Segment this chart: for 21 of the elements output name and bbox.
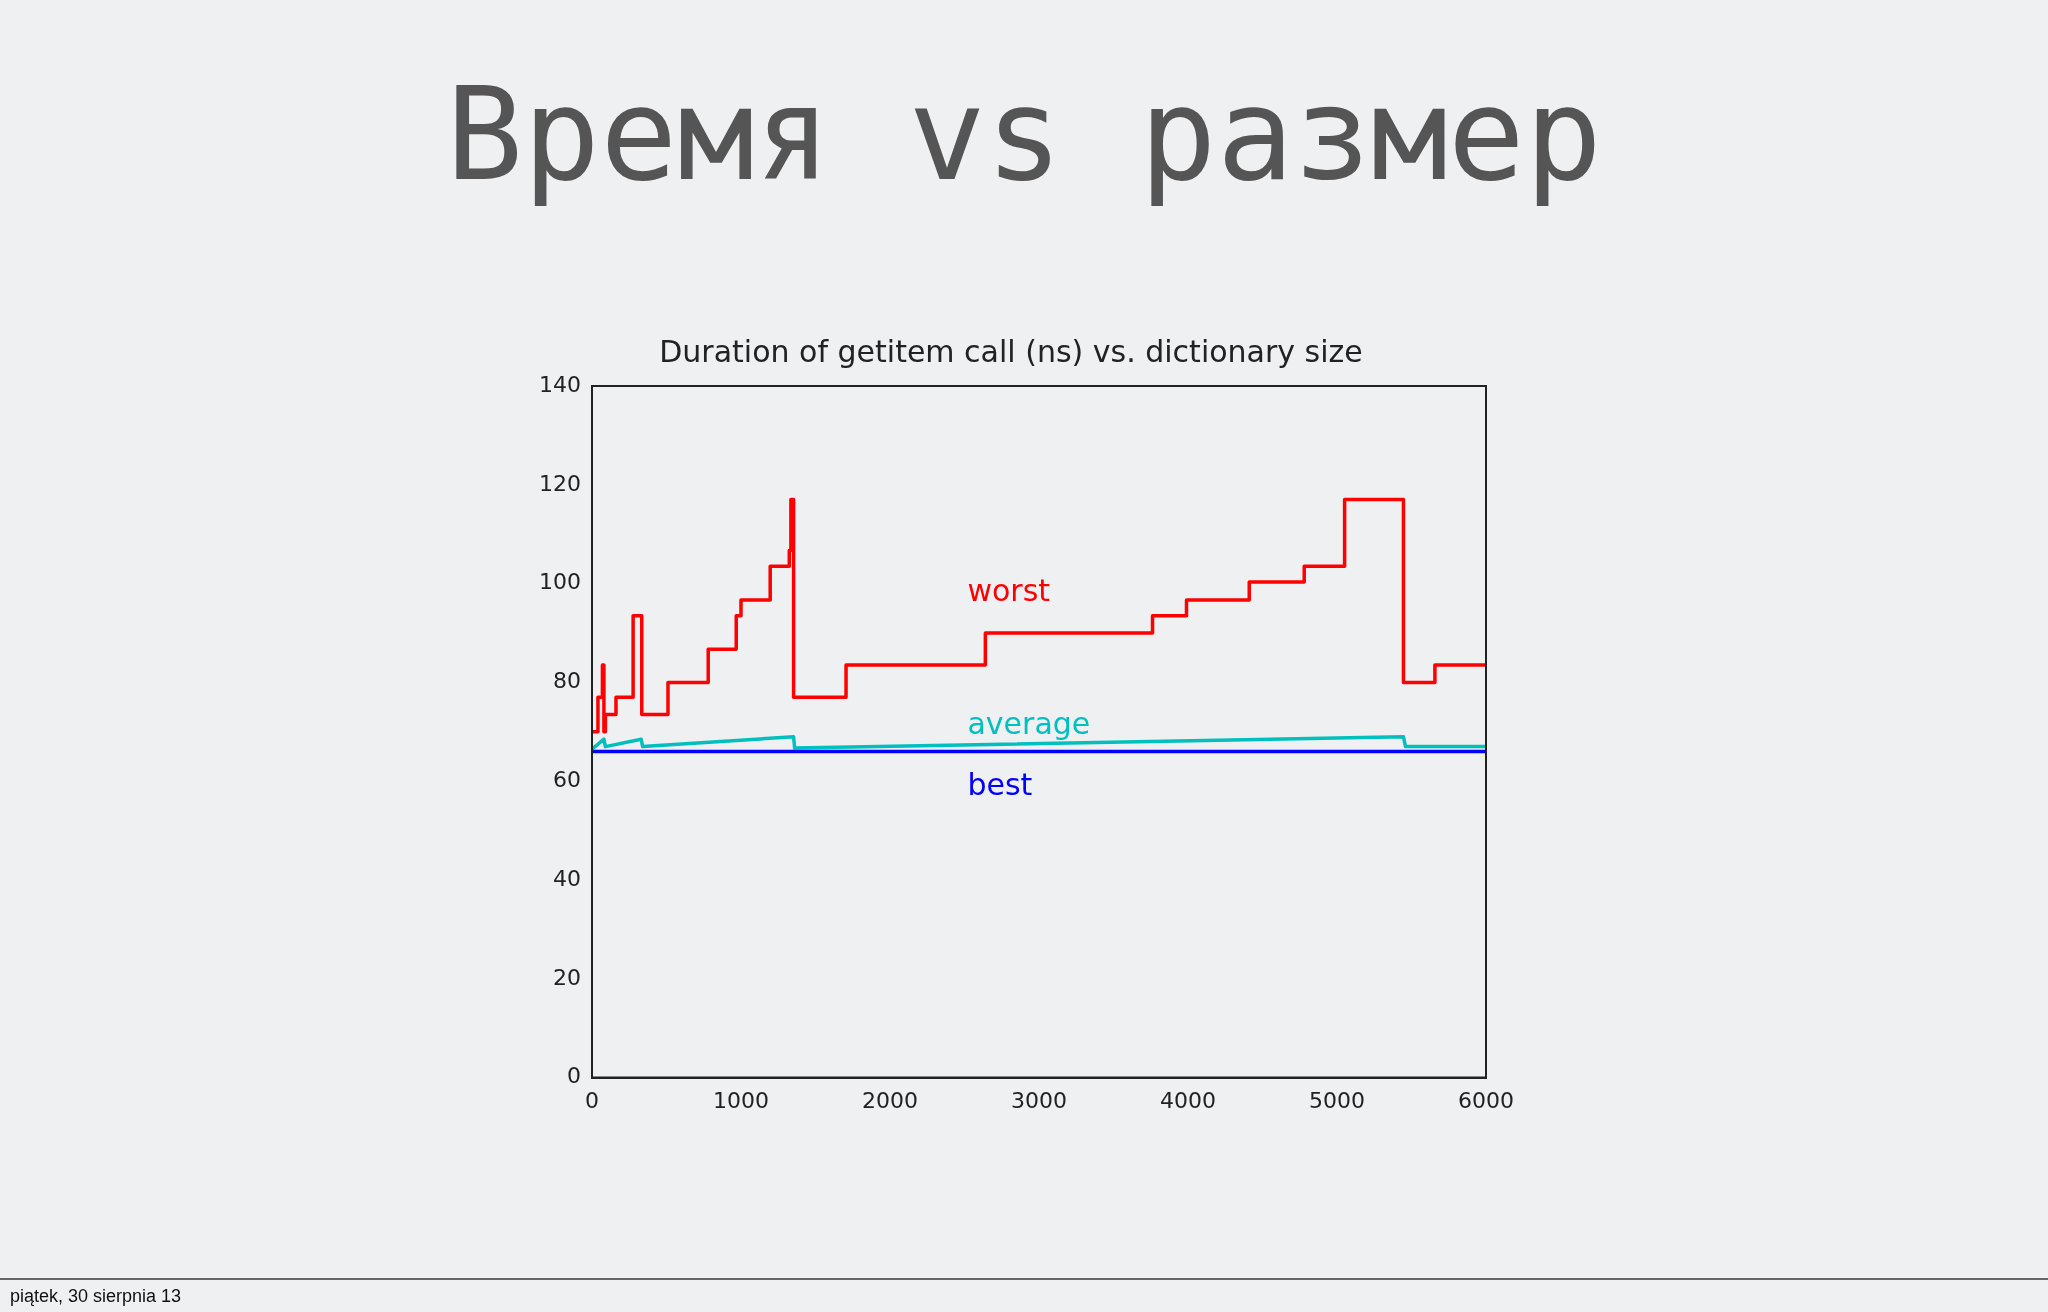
y-tick-label: 140: [538, 371, 581, 397]
x-tick-label: 2000: [861, 1087, 918, 1113]
x-tick-label: 1000: [712, 1087, 769, 1113]
x-tick-label: 6000: [1458, 1087, 1514, 1113]
y-tick-label: 20: [552, 964, 581, 990]
series-label: worst: [967, 572, 1051, 608]
y-tick-label: 120: [538, 470, 581, 496]
y-tick-label: 40: [552, 865, 581, 891]
chart-title: Duration of getitem call (ns) vs. dictionary size: [659, 333, 1363, 369]
text: piątek, 30 sierpnia 13: [10, 1285, 182, 1308]
x-tick-label: 4000: [1160, 1087, 1216, 1113]
y-tick-label: 100: [538, 569, 581, 595]
x-tick-label: 3000: [1011, 1087, 1067, 1113]
x-tick-label: 0: [584, 1087, 599, 1113]
y-tick-label: 0: [566, 1063, 581, 1089]
x-tick-label: 5000: [1309, 1087, 1365, 1113]
y-tick-label: 80: [552, 668, 581, 694]
series-label: average: [967, 705, 1091, 741]
y-tick-label: 60: [552, 766, 581, 792]
series-label: best: [967, 767, 1033, 803]
chart-subtitle: Время vs размер: [445, 60, 1603, 209]
